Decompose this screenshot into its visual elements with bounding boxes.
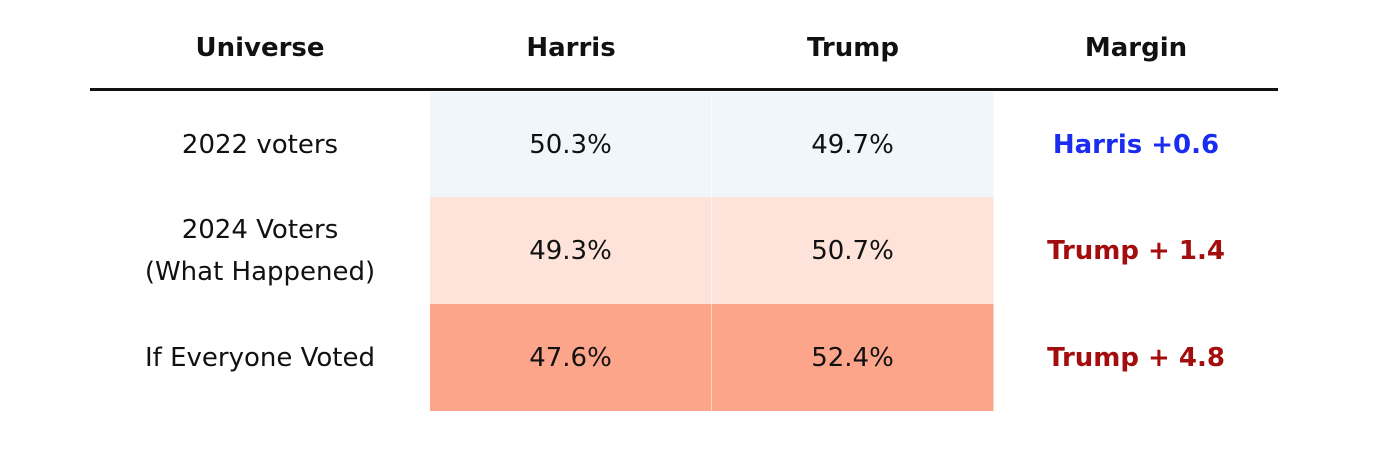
universe-cell: 2022 voters bbox=[90, 92, 430, 197]
harris-cell: 47.6% bbox=[430, 304, 712, 411]
universe-cell: If Everyone Voted bbox=[90, 304, 430, 411]
column-header-universe: Universe bbox=[195, 33, 325, 63]
universe-label-line: 2022 voters bbox=[181, 129, 339, 160]
universe-label-line: 2024 Voters bbox=[181, 214, 339, 245]
column-header-trump: Trump bbox=[807, 33, 899, 63]
universe-label-line: (What Happened) bbox=[144, 256, 376, 287]
margin-cell: Trump + 4.8 bbox=[1047, 342, 1225, 373]
margin-cell: Trump + 1.4 bbox=[1047, 235, 1225, 266]
trump-cell: 50.7% bbox=[712, 197, 994, 304]
table-row: 2022 voters 50.3% 49.7% Harris +0.6 bbox=[90, 92, 1278, 197]
trump-cell: 49.7% bbox=[712, 92, 994, 197]
column-header-margin: Margin bbox=[1084, 33, 1188, 63]
trump-cell: 52.4% bbox=[712, 304, 994, 411]
harris-cell: 49.3% bbox=[430, 197, 712, 304]
table-row: 2024 Voters (What Happened) 49.3% 50.7% … bbox=[90, 197, 1278, 304]
table-row: If Everyone Voted 47.6% 52.4% Trump + 4.… bbox=[90, 304, 1278, 411]
table-header: Universe Harris Trump Margin bbox=[90, 0, 1278, 91]
margin-cell: Harris +0.6 bbox=[1052, 129, 1220, 160]
universe-label-line: If Everyone Voted bbox=[145, 342, 375, 373]
column-header-harris: Harris bbox=[526, 33, 616, 63]
harris-cell: 50.3% bbox=[430, 92, 712, 197]
header-divider bbox=[90, 88, 1278, 91]
universe-cell: 2024 Voters (What Happened) bbox=[90, 197, 430, 304]
results-table: Universe Harris Trump Margin 2022 voters… bbox=[90, 0, 1278, 476]
